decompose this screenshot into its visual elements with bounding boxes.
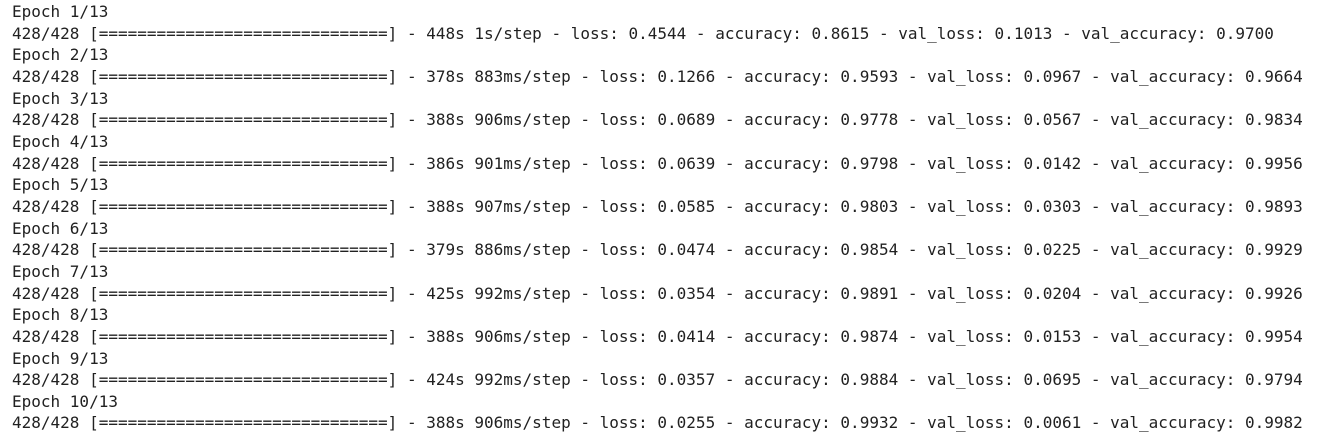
progress-line: 428/428 [==============================]… xyxy=(12,23,1274,43)
progress-line: 428/428 [==============================]… xyxy=(12,326,1303,346)
epoch-header: Epoch 1/13 xyxy=(12,2,109,21)
progress-line: 428/428 [==============================]… xyxy=(12,283,1303,303)
epoch-header: Epoch 5/13 xyxy=(12,175,109,195)
progress-line: 428/428 [==============================]… xyxy=(12,110,1303,130)
epoch-header: Epoch 8/13 xyxy=(12,305,109,325)
progress-line: 428/428 [==============================]… xyxy=(12,66,1303,86)
epoch-header: Epoch 2/13 xyxy=(12,45,109,65)
epoch-header: Epoch 7/13 xyxy=(12,261,109,281)
epoch-header: Epoch 4/13 xyxy=(12,131,109,151)
epoch-header: Epoch 3/13 xyxy=(12,88,109,108)
progress-line: 428/428 [==============================]… xyxy=(12,240,1303,260)
progress-line: 428/428 [==============================]… xyxy=(12,196,1303,216)
epoch-header: Epoch 10/13 xyxy=(12,391,118,411)
progress-line: 428/428 [==============================]… xyxy=(12,370,1303,390)
progress-line: 428/428 [==============================]… xyxy=(12,413,1303,433)
epoch-header: Epoch 9/13 xyxy=(12,348,109,368)
epoch-header: Epoch 6/13 xyxy=(12,218,109,238)
progress-line: 428/428 [==============================]… xyxy=(12,153,1303,173)
